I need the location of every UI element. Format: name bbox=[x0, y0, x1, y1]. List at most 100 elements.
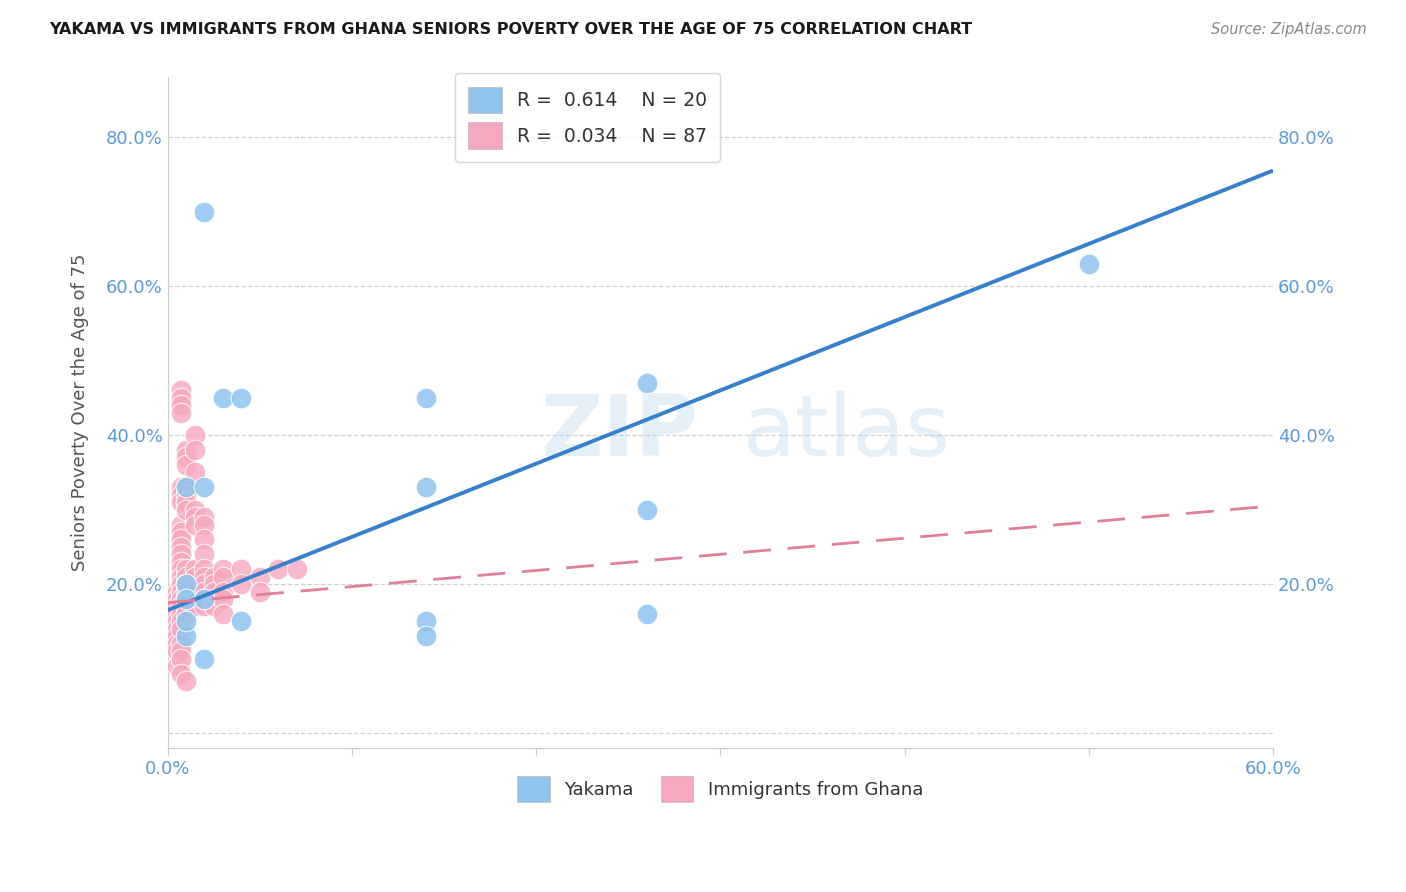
Point bbox=[169, 607, 191, 621]
Point bbox=[212, 569, 235, 583]
Point bbox=[1077, 257, 1099, 271]
Point bbox=[169, 524, 191, 539]
Point bbox=[231, 562, 253, 576]
Point bbox=[169, 599, 191, 614]
Point bbox=[285, 562, 308, 576]
Point bbox=[166, 592, 188, 607]
Point bbox=[166, 629, 188, 643]
Point bbox=[193, 584, 215, 599]
Point bbox=[415, 615, 437, 629]
Point bbox=[184, 517, 207, 532]
Point bbox=[415, 391, 437, 405]
Point bbox=[169, 584, 191, 599]
Point bbox=[174, 592, 197, 607]
Point bbox=[193, 480, 215, 494]
Point bbox=[169, 391, 191, 405]
Point bbox=[415, 629, 437, 643]
Point bbox=[174, 488, 197, 502]
Point bbox=[193, 517, 215, 532]
Point bbox=[169, 540, 191, 554]
Point bbox=[212, 391, 235, 405]
Text: atlas: atlas bbox=[742, 392, 950, 475]
Point bbox=[166, 622, 188, 636]
Point bbox=[174, 673, 197, 688]
Point bbox=[169, 644, 191, 658]
Point bbox=[249, 584, 271, 599]
Point bbox=[174, 480, 197, 494]
Point bbox=[184, 502, 207, 516]
Point bbox=[174, 577, 197, 591]
Legend: Yakama, Immigrants from Ghana: Yakama, Immigrants from Ghana bbox=[506, 765, 934, 813]
Point bbox=[169, 666, 191, 681]
Point bbox=[636, 502, 658, 516]
Point bbox=[169, 398, 191, 412]
Point bbox=[249, 569, 271, 583]
Point bbox=[184, 466, 207, 480]
Point bbox=[166, 644, 188, 658]
Point bbox=[184, 562, 207, 576]
Point bbox=[169, 577, 191, 591]
Point bbox=[166, 584, 188, 599]
Point bbox=[231, 615, 253, 629]
Point bbox=[193, 547, 215, 561]
Point bbox=[184, 599, 207, 614]
Point bbox=[267, 562, 290, 576]
Point bbox=[169, 592, 191, 607]
Point bbox=[174, 577, 197, 591]
Point bbox=[169, 562, 191, 576]
Point bbox=[174, 615, 197, 629]
Point bbox=[636, 607, 658, 621]
Point bbox=[231, 391, 253, 405]
Point bbox=[166, 599, 188, 614]
Point bbox=[169, 384, 191, 398]
Point bbox=[166, 637, 188, 651]
Y-axis label: Seniors Poverty Over the Age of 75: Seniors Poverty Over the Age of 75 bbox=[72, 254, 89, 572]
Point bbox=[174, 569, 197, 583]
Point bbox=[174, 584, 197, 599]
Point bbox=[169, 488, 191, 502]
Point bbox=[174, 458, 197, 472]
Point bbox=[202, 599, 225, 614]
Point bbox=[212, 584, 235, 599]
Point bbox=[174, 442, 197, 457]
Point bbox=[193, 651, 215, 665]
Point bbox=[166, 615, 188, 629]
Point bbox=[184, 428, 207, 442]
Point bbox=[193, 592, 215, 607]
Point bbox=[169, 651, 191, 665]
Point bbox=[169, 547, 191, 561]
Point bbox=[193, 569, 215, 583]
Point bbox=[212, 607, 235, 621]
Point bbox=[212, 592, 235, 607]
Point bbox=[636, 376, 658, 390]
Point bbox=[174, 599, 197, 614]
Point bbox=[174, 607, 197, 621]
Point bbox=[193, 204, 215, 219]
Text: ZIP: ZIP bbox=[540, 392, 699, 475]
Point bbox=[202, 592, 225, 607]
Point bbox=[174, 450, 197, 465]
Point bbox=[193, 599, 215, 614]
Point bbox=[169, 555, 191, 569]
Point bbox=[169, 615, 191, 629]
Point bbox=[202, 584, 225, 599]
Point bbox=[212, 562, 235, 576]
Point bbox=[169, 533, 191, 547]
Point bbox=[202, 577, 225, 591]
Point bbox=[166, 607, 188, 621]
Point bbox=[169, 517, 191, 532]
Point bbox=[166, 659, 188, 673]
Point bbox=[174, 480, 197, 494]
Point bbox=[169, 480, 191, 494]
Point bbox=[169, 637, 191, 651]
Point bbox=[174, 629, 197, 643]
Point bbox=[415, 480, 437, 494]
Point bbox=[193, 577, 215, 591]
Point bbox=[184, 584, 207, 599]
Point bbox=[174, 592, 197, 607]
Point bbox=[169, 569, 191, 583]
Point bbox=[193, 562, 215, 576]
Point bbox=[193, 510, 215, 524]
Point bbox=[169, 622, 191, 636]
Point bbox=[174, 562, 197, 576]
